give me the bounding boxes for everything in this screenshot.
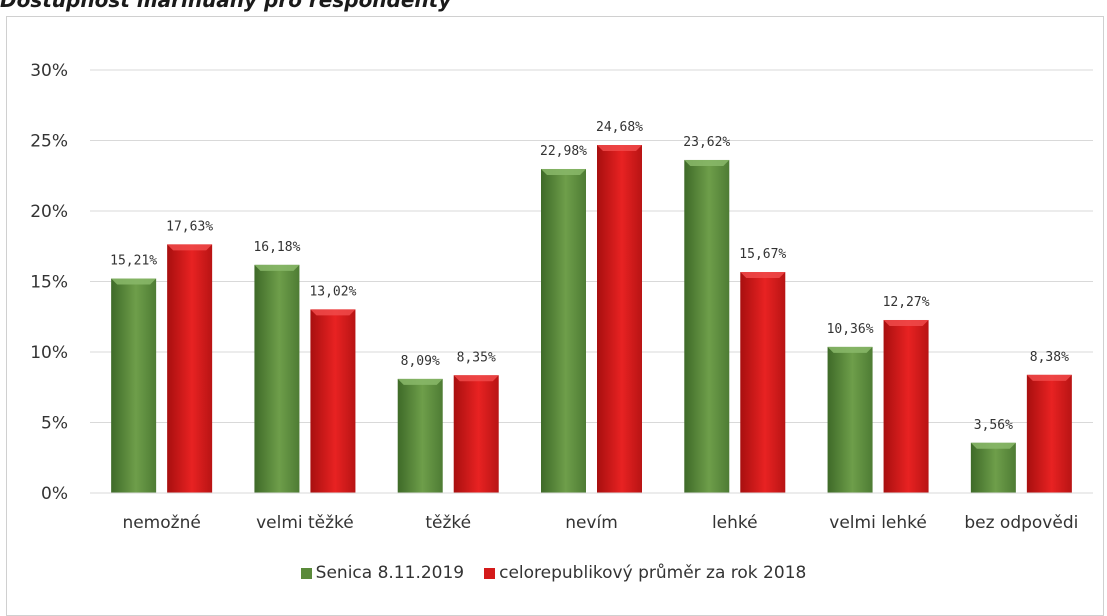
bar-senica-body: [541, 168, 586, 493]
data-label: 23,62%: [683, 135, 730, 150]
bar-celorepublikovy-body: [597, 145, 642, 493]
bar-celorepublikovy: [167, 244, 213, 493]
bar-senica: [684, 159, 730, 493]
y-tick-label: 10%: [30, 343, 68, 363]
bar-senica: [970, 442, 1016, 493]
data-label: 3,56%: [974, 418, 1013, 433]
bar-senica-body: [970, 442, 1016, 493]
category-label: velmi těžké: [256, 513, 354, 533]
legend-label-celorepublikovy: celorepublikový průměr za rok 2018: [499, 563, 807, 583]
bar-senica-bevel: [541, 168, 586, 175]
bar-celorepublikovy-bevel: [883, 319, 929, 326]
data-label: 10,36%: [827, 322, 874, 337]
bar-senica-bevel: [684, 159, 730, 166]
bar-senica-bevel: [827, 346, 873, 353]
bar-senica-body: [397, 378, 443, 493]
bar-chart: 0% 5% 10% 15% 20% 25% 30% 15,21% 17,63% nemožné 16…: [30, 61, 1093, 533]
y-tick-label: 15%: [30, 273, 68, 293]
legend-swatch-celorepublikovy: [484, 567, 496, 579]
bar-senica-body: [111, 278, 157, 493]
bar-celorepublikovy-body: [167, 244, 213, 493]
bar-celorepublikovy: [453, 375, 499, 493]
bar-celorepublikovy: [740, 272, 786, 493]
data-label: 15,21%: [110, 254, 157, 269]
bar-celorepublikovy-bevel: [740, 272, 786, 279]
bar-senica: [541, 168, 586, 493]
bar-celorepublikovy: [883, 319, 929, 493]
bar-senica: [397, 378, 443, 493]
category-label: bez odpovědi: [964, 513, 1078, 533]
bar-senica-bevel: [111, 278, 157, 285]
bar-senica: [827, 346, 873, 493]
data-label: 8,09%: [401, 354, 440, 369]
bar-senica-bevel: [397, 378, 443, 385]
bar-celorepublikovy-body: [310, 309, 356, 493]
bar-senica-body: [254, 264, 300, 493]
legend-label-senica: Senica 8.11.2019: [315, 563, 465, 583]
legend: Senica 8.11.2019 celorepublikový průměr …: [0, 563, 1107, 583]
bar-celorepublikovy-body: [453, 375, 499, 493]
y-tick-label: 5%: [41, 414, 68, 434]
bar-senica-bevel: [254, 264, 300, 271]
bar-celorepublikovy-bevel: [453, 375, 499, 382]
bar-senica: [254, 264, 300, 493]
bar-senica: [111, 278, 157, 493]
bar-celorepublikovy-bevel: [310, 309, 356, 316]
category-label: nemožné: [122, 513, 200, 533]
bar-senica-body: [827, 346, 873, 493]
chart-title: Dostupnost marihuany pro respondenty: [0, 0, 452, 12]
data-label: 8,38%: [1030, 350, 1069, 365]
data-label: 16,18%: [253, 240, 300, 255]
data-label: 8,35%: [457, 350, 496, 365]
bar-senica-bevel: [970, 442, 1016, 449]
bar-celorepublikovy-bevel: [167, 244, 213, 251]
category-label: velmi lehké: [829, 513, 927, 533]
data-label: 13,02%: [309, 284, 356, 299]
data-label: 22,98%: [540, 144, 587, 159]
legend-swatch-senica: [300, 567, 312, 579]
legend-item-senica: Senica 8.11.2019: [300, 563, 465, 583]
bar-celorepublikovy: [597, 145, 642, 493]
bar-celorepublikovy-body: [1026, 374, 1072, 493]
bar-celorepublikovy-body: [740, 272, 786, 493]
y-tick-label: 30%: [30, 61, 68, 81]
category-label: lehké: [712, 513, 758, 533]
bar-celorepublikovy-body: [883, 319, 929, 493]
data-label: 12,27%: [883, 295, 930, 310]
y-tick-label: 25%: [30, 132, 68, 152]
bar-celorepublikovy-bevel: [597, 145, 642, 152]
data-label: 17,63%: [166, 219, 213, 234]
y-tick-label: 0%: [41, 484, 68, 504]
bar-senica-body: [684, 159, 730, 493]
bar-celorepublikovy: [1026, 374, 1072, 493]
data-label: 24,68%: [596, 120, 643, 135]
bar-celorepublikovy-bevel: [1026, 374, 1072, 381]
legend-item-celorepublikovy: celorepublikový průměr za rok 2018: [484, 563, 806, 583]
category-label: nevím: [565, 513, 618, 533]
y-tick-label: 20%: [30, 202, 68, 222]
category-label: těžké: [425, 513, 471, 533]
data-label: 15,67%: [739, 247, 786, 262]
bar-celorepublikovy: [310, 309, 356, 493]
